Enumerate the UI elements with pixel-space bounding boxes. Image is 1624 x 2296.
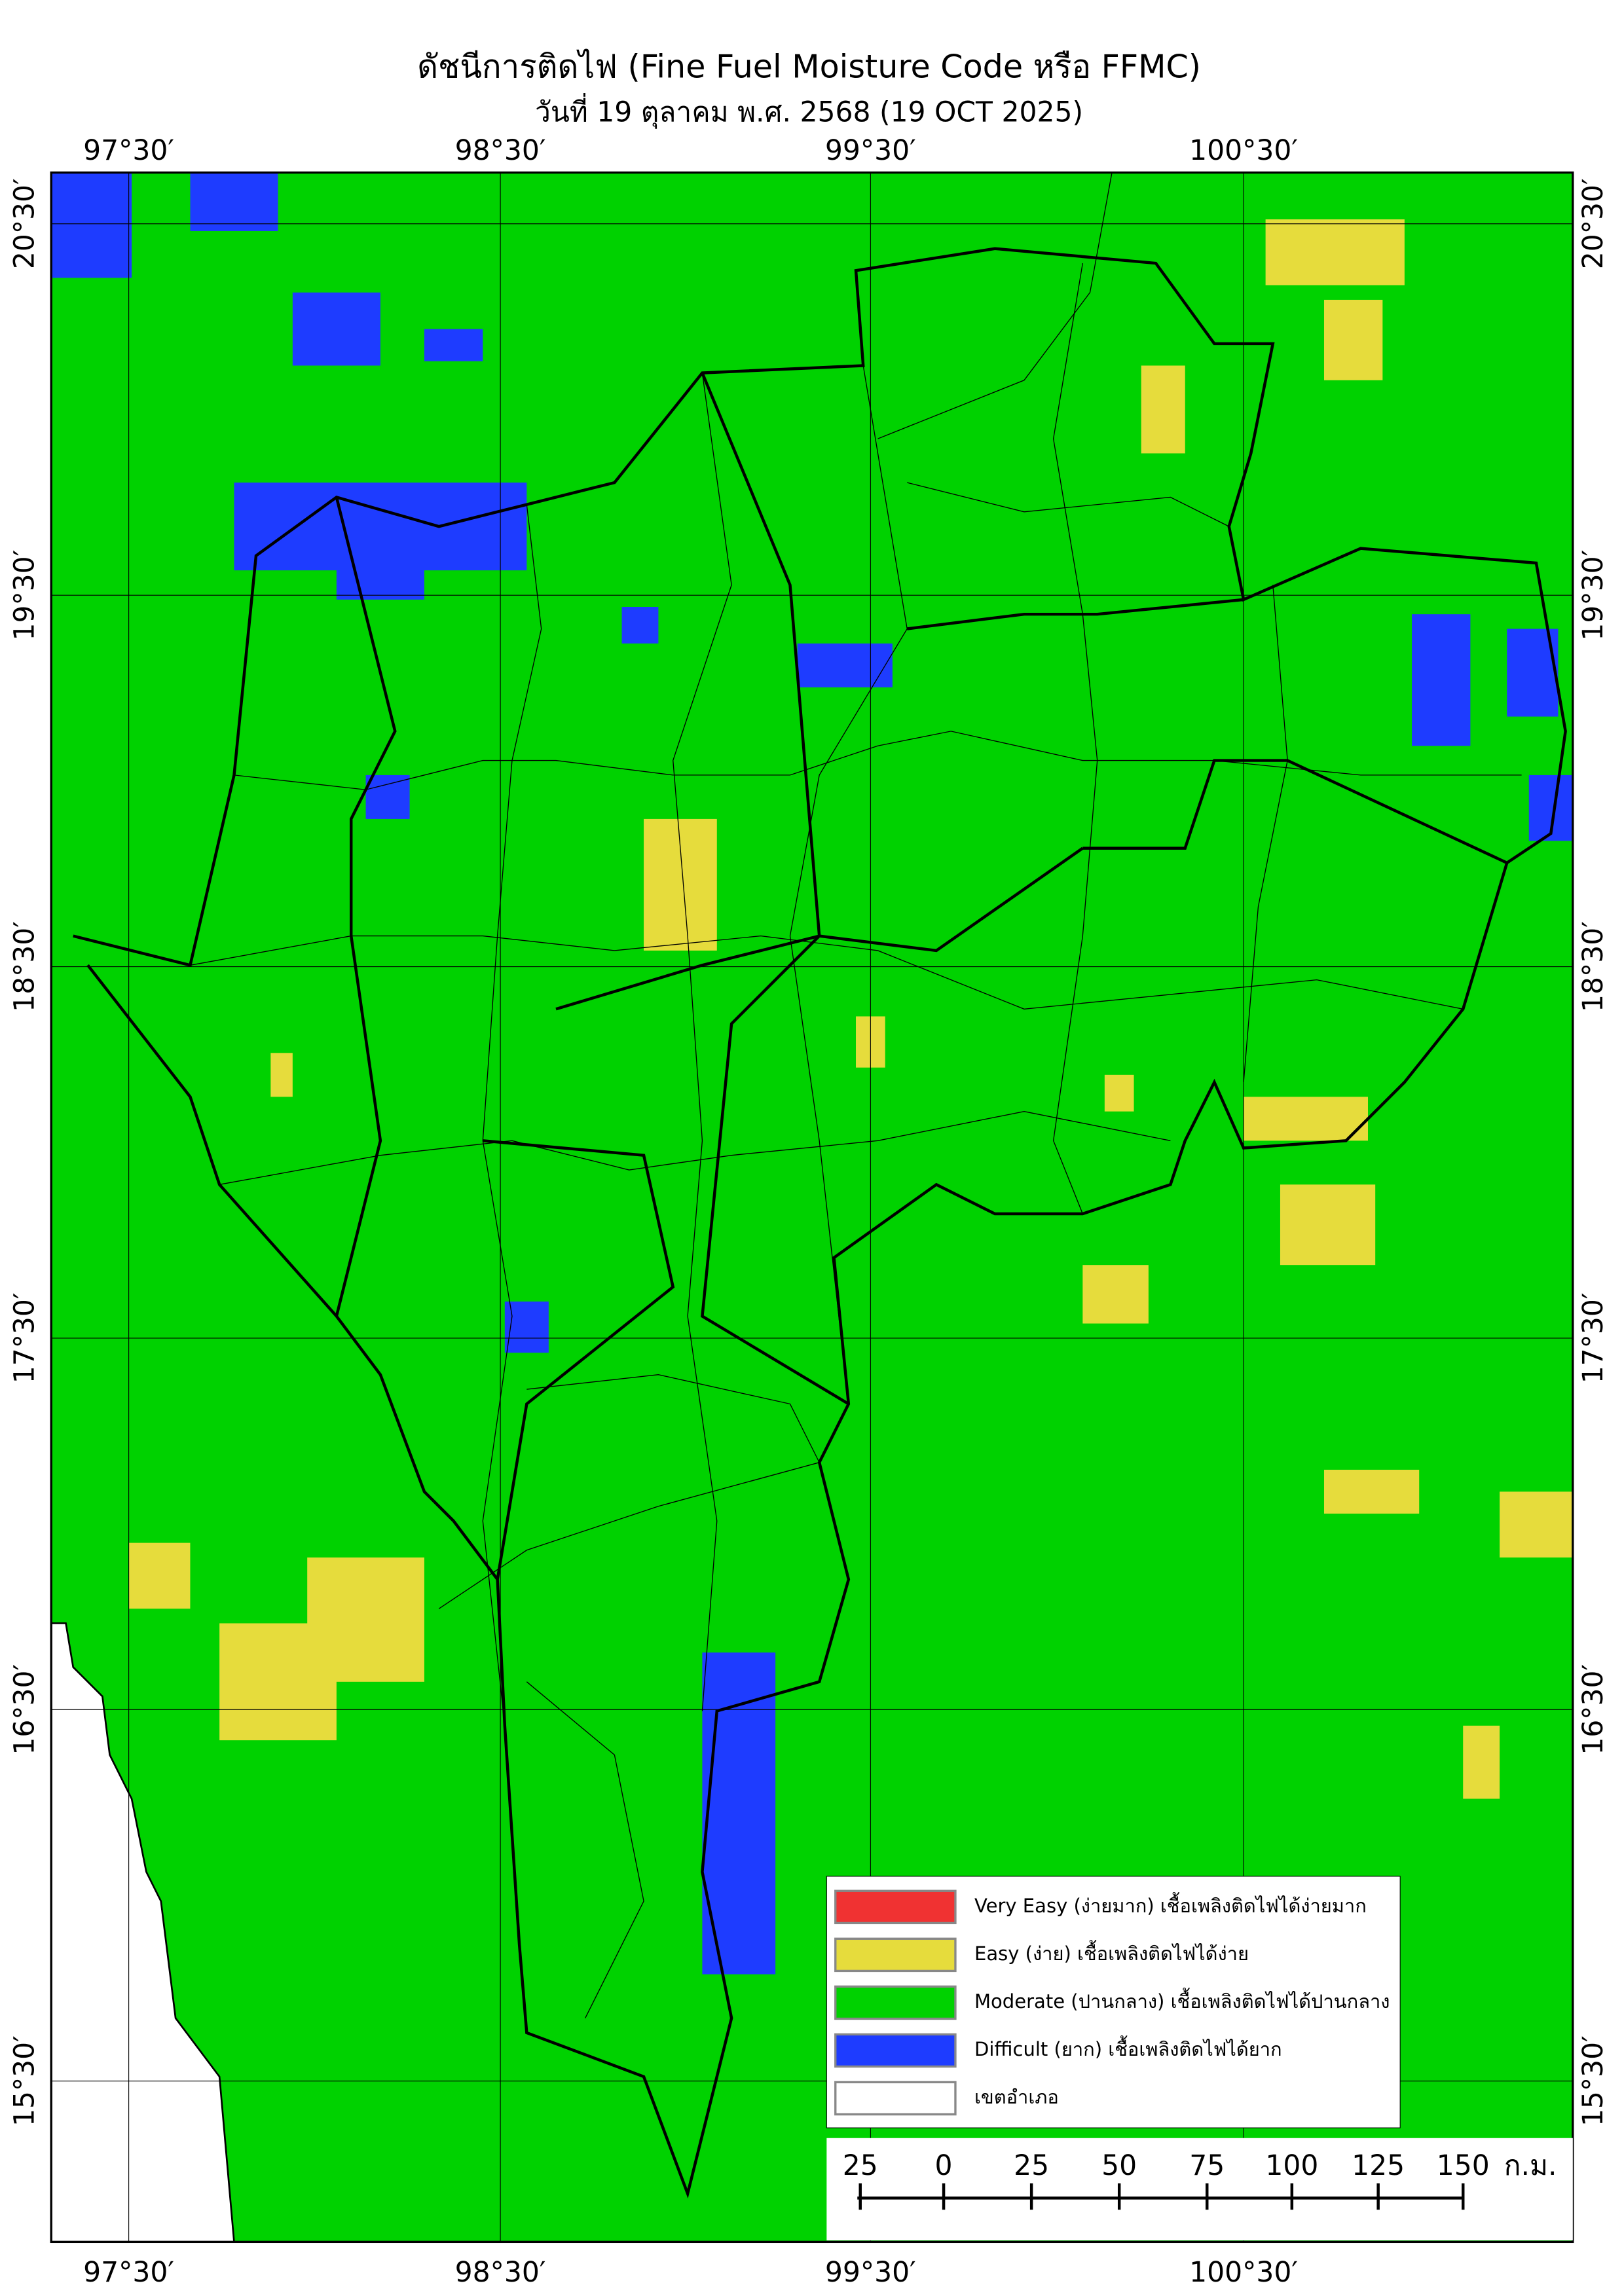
- lat-label-left: 20°30′: [9, 178, 41, 269]
- map-area: [50, 171, 1574, 2244]
- easy-areas: [128, 219, 1573, 1799]
- legend-swatch: [834, 1985, 957, 2020]
- scale-label: 25: [843, 2150, 878, 2182]
- legend-label: เขตอำเภอ: [974, 2086, 1059, 2108]
- legend-swatch: [834, 1889, 957, 1925]
- legend-label: Moderate (ปานกลาง) เชื้อเพลิงติดไฟได้ปาน…: [974, 1988, 1390, 2013]
- scale-label: 50: [1101, 2150, 1137, 2182]
- lat-label-right: 17°30′: [1578, 1292, 1610, 1383]
- scale-label: 75: [1189, 2150, 1225, 2182]
- district-boundaries: [73, 172, 1567, 2199]
- lat-label-right: 18°30′: [1578, 921, 1610, 1012]
- lat-label-right: 20°30′: [1578, 178, 1610, 269]
- map-frame: [50, 171, 1574, 2244]
- lon-label-top: 98°30′: [455, 135, 546, 167]
- legend-label: Very Easy (ง่ายมาก) เชื้อเพลิงติดไฟได้ง่…: [974, 1892, 1367, 1917]
- scale-label: 150: [1437, 2150, 1490, 2182]
- lat-label-left: 19°30′: [9, 550, 41, 641]
- scale-label: 100: [1265, 2150, 1318, 2182]
- lon-label-bottom: 99°30′: [825, 2257, 916, 2289]
- legend-swatch: [834, 1937, 957, 1973]
- lon-label-bottom: 100°30′: [1189, 2257, 1298, 2289]
- lat-label-left: 17°30′: [9, 1292, 41, 1383]
- scale-label: 25: [1014, 2150, 1049, 2182]
- lat-label-right: 16°30′: [1578, 1664, 1610, 1755]
- title: ดัชนีการติดไฟ (Fine Fuel Moisture Code ห…: [417, 47, 1201, 85]
- lat-label-left: 15°30′: [9, 2035, 41, 2126]
- lon-label-bottom: 97°30′: [83, 2257, 174, 2289]
- lon-label-bottom: 98°30′: [455, 2257, 546, 2289]
- subtitle: วันที่ 19 ตุลาคม พ.ศ. 2568 (19 OCT 2025): [535, 93, 1083, 130]
- scale-label: 0: [935, 2150, 953, 2182]
- scale-box: [826, 2138, 1573, 2241]
- lat-label-left: 16°30′: [9, 1664, 41, 1755]
- lat-label-right: 19°30′: [1578, 550, 1610, 641]
- legend-label: Difficult (ยาก) เชื้อเพลิงติดไฟได้ยาก: [974, 2035, 1282, 2060]
- legend-label: Easy (ง่าย) เชื้อเพลิงติดไฟได้ง่าย: [974, 1940, 1249, 1965]
- lat-label-left: 18°30′: [9, 921, 41, 1012]
- scale-unit: ก.ม.: [1504, 2150, 1557, 2182]
- legend: Very Easy (ง่ายมาก) เชื้อเพลิงติดไฟได้ง่…: [826, 1876, 1401, 2128]
- lon-label-top: 99°30′: [825, 135, 916, 167]
- legend-swatch: [834, 2081, 957, 2116]
- lat-label-right: 15°30′: [1578, 2035, 1610, 2126]
- lon-label-top: 100°30′: [1189, 135, 1298, 167]
- scale-bar: 25 0 25 50 75 100 125 150 ก.ม.: [826, 2138, 1573, 2241]
- lon-label-top: 97°30′: [83, 135, 174, 167]
- legend-swatch: [834, 2033, 957, 2068]
- scale-label: 125: [1352, 2150, 1405, 2182]
